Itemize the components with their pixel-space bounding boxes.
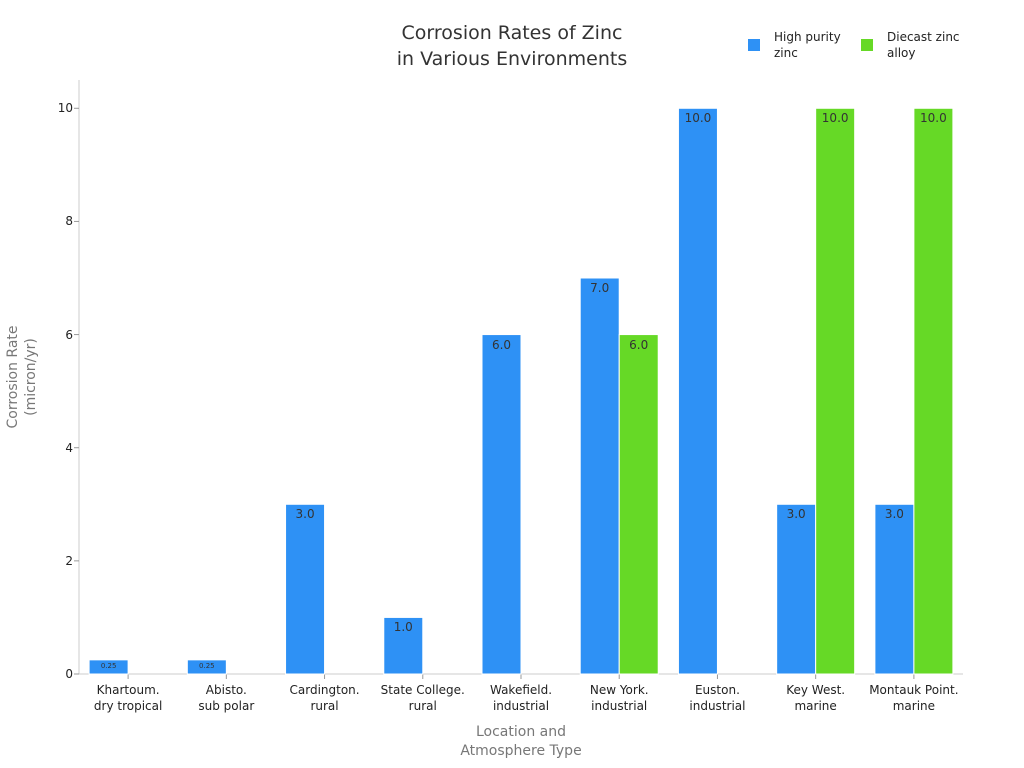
data-label: 3.0 bbox=[786, 507, 806, 522]
bar bbox=[815, 107, 856, 675]
y-tick-label: 8 bbox=[65, 214, 73, 229]
data-label: 1.0 bbox=[393, 620, 413, 635]
legend-label: Diecast zinc alloy bbox=[887, 30, 960, 60]
x-tick-label: Key West. marine bbox=[786, 683, 846, 713]
bar bbox=[383, 616, 424, 675]
x-tick-label: Khartoum. dry tropical bbox=[93, 683, 163, 713]
bar bbox=[186, 659, 227, 675]
bar bbox=[913, 107, 954, 675]
y-axis-label: Corrosion Rate (micron/yr) bbox=[5, 325, 39, 429]
x-tick-label: Cardington. rural bbox=[289, 683, 360, 713]
x-tick-label: State College. rural bbox=[380, 683, 465, 713]
bar bbox=[285, 503, 326, 675]
data-label: 6.0 bbox=[629, 337, 649, 352]
x-tick-label: Montauk Point. marine bbox=[869, 683, 959, 713]
bar bbox=[579, 277, 620, 675]
y-tick-label: 0 bbox=[65, 667, 73, 681]
bar bbox=[88, 659, 129, 675]
y-tick-label: 6 bbox=[65, 327, 73, 342]
chart-title: Corrosion Rates of Zinc in Various Envir… bbox=[396, 22, 628, 70]
y-tick-label: 4 bbox=[65, 440, 73, 455]
x-tick-label: Wakefield. industrial bbox=[489, 683, 553, 713]
x-tick-label: Euston. industrial bbox=[689, 683, 746, 713]
legend-swatch bbox=[861, 39, 873, 51]
x-axis-label: Location and Atmosphere Type bbox=[460, 724, 582, 759]
data-label: 10.0 bbox=[821, 111, 849, 126]
legend-label: High purity zinc bbox=[774, 30, 841, 60]
bar bbox=[677, 107, 718, 675]
bar bbox=[481, 334, 522, 675]
data-label: 10.0 bbox=[920, 111, 947, 126]
bar bbox=[776, 503, 817, 675]
bar bbox=[874, 503, 915, 675]
x-tick-label: Abisto. sub polar bbox=[198, 683, 255, 713]
bar bbox=[618, 334, 659, 675]
data-label: 7.0 bbox=[590, 281, 610, 295]
data-label: 3.0 bbox=[884, 507, 904, 522]
data-label: 0.25 bbox=[100, 661, 117, 670]
data-label: 10.0 bbox=[684, 111, 712, 126]
data-label: 3.0 bbox=[295, 507, 315, 522]
legend-swatch bbox=[748, 39, 760, 51]
x-tick-label: New York. industrial bbox=[589, 683, 649, 713]
data-label: 0.25 bbox=[199, 661, 215, 670]
data-label: 6.0 bbox=[491, 337, 512, 352]
y-tick-label: 10 bbox=[57, 101, 73, 116]
y-tick-label: 2 bbox=[65, 553, 73, 568]
